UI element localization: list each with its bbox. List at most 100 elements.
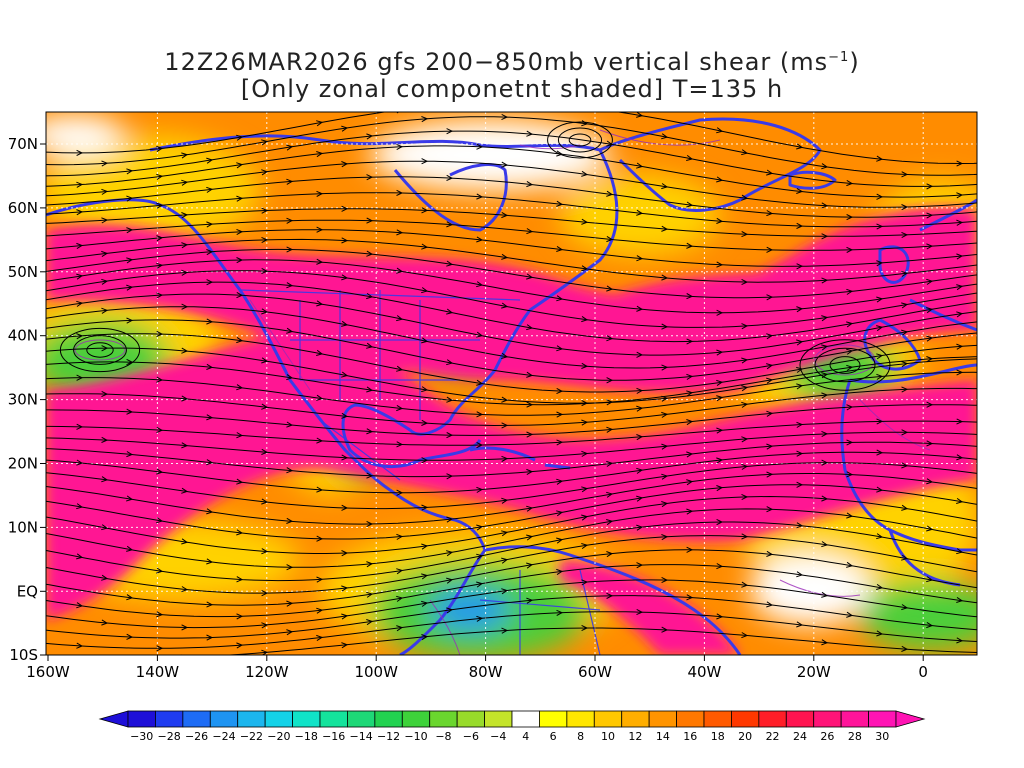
streamline: [46, 229, 977, 267]
streamline-arrow: [286, 246, 294, 253]
streamline-arrow: [126, 195, 134, 202]
streamline-arrow: [796, 450, 804, 457]
streamline-arrow: [366, 342, 374, 349]
streamline-arrow: [741, 278, 749, 286]
streamline-arrow: [501, 530, 509, 537]
streamline-arrow: [476, 236, 484, 243]
streamline-arrow: [686, 451, 694, 458]
streamline-arrow: [926, 307, 934, 314]
streamline-arrow: [741, 581, 749, 588]
streamline-arrow: [366, 133, 374, 140]
streamline-arrow: [901, 302, 909, 309]
streamline-arrow: [126, 633, 134, 640]
colorbar-swatch: [374, 710, 403, 728]
streamline-arrow: [821, 315, 829, 322]
streamline-arrow: [876, 630, 884, 637]
colorbar-swatch: [319, 710, 348, 728]
streamline-arrow: [741, 533, 749, 540]
streamline-arrow: [766, 333, 774, 340]
streamline-arrow: [181, 654, 184, 655]
streamline-arrow: [926, 335, 934, 342]
streamline-arrow: [341, 504, 349, 511]
lon-label: 140W: [136, 663, 180, 681]
streamline-arrow: [421, 158, 429, 165]
streamline-arrow: [716, 217, 724, 224]
colorbar-swatch: [676, 710, 705, 728]
streamline-arrow: [716, 518, 724, 526]
streamline-arrow: [846, 611, 854, 618]
streamline-arrow: [366, 619, 374, 626]
colorbar-swatch: [758, 710, 787, 728]
circulation-contour: [547, 121, 613, 159]
colorbar-swatch: [785, 710, 815, 728]
lon-label: 80W: [469, 663, 503, 681]
lon-label: 20W: [797, 663, 831, 681]
streamline-arrow: [341, 125, 349, 132]
streamline-arrow: [766, 443, 774, 450]
streamline-arrow: [716, 349, 724, 356]
streamline-arrow: [661, 411, 669, 418]
streamline-arrow: [686, 293, 694, 300]
streamline-arrow: [901, 386, 909, 393]
streamline-arrow: [316, 486, 324, 493]
streamline-arrow: [901, 554, 909, 561]
streamline-arrow: [901, 204, 909, 211]
streamline-arrow: [366, 428, 374, 435]
streamline-arrow: [846, 561, 854, 568]
circulation-contour: [73, 335, 127, 365]
streamline-arrow: [846, 288, 854, 295]
streamline-arrow: [316, 120, 324, 127]
streamline: [46, 112, 977, 165]
colorbar-swatch: [840, 710, 869, 728]
streamline-arrow: [76, 553, 84, 560]
streamline-arrow: [821, 541, 829, 548]
streamline-arrow: [956, 311, 964, 318]
title-superscript: −1: [828, 50, 850, 65]
streamline-arrow: [926, 478, 934, 485]
streamline-arrow: [526, 597, 534, 604]
lat-label: 10N: [8, 518, 38, 536]
colorbar-swatch: [703, 710, 732, 728]
streamline-arrow: [526, 562, 534, 569]
streamline-arrow: [181, 347, 189, 354]
streamline-arrow: [901, 645, 909, 652]
streamline-arrow: [476, 442, 484, 449]
streamline-arrow: [396, 595, 404, 602]
streamline-arrow: [476, 553, 484, 560]
streamline-arrow: [261, 139, 269, 146]
streamline-arrow: [716, 457, 724, 464]
colorbar-label: 20: [738, 730, 752, 743]
streamline-arrow: [286, 467, 294, 474]
colorbar-swatch: [155, 710, 184, 728]
streamline-arrow: [156, 330, 164, 337]
streamline-arrow: [956, 160, 964, 167]
streamline-arrow: [181, 487, 189, 494]
streamline-arrow: [236, 642, 244, 649]
streamline-arrow: [606, 551, 614, 558]
plot-frame: [45, 111, 978, 656]
streamline-arrow: [261, 590, 269, 597]
streamline-arrow: [341, 613, 349, 620]
lon-label: 100W: [354, 663, 398, 681]
latitude-axis: 70N 60N 50N 40N 30N 20N 10N EQ 10S: [8, 135, 46, 664]
colorbar-label: −28: [158, 730, 181, 743]
streamline: [46, 441, 977, 478]
lat-label: 40N: [8, 327, 38, 345]
streamline-arrow: [956, 548, 964, 555]
streamline-arrow: [181, 586, 189, 593]
streamline-arrow: [636, 387, 644, 394]
streamline-arrow: [956, 454, 964, 461]
streamline-arrow: [476, 193, 484, 200]
streamline-arrow: [206, 363, 214, 370]
colorbar-swatch: [731, 710, 760, 728]
lon-label: 0: [918, 663, 928, 681]
streamline-arrow: [796, 366, 804, 373]
streamline-arrow: [476, 615, 484, 622]
colorbar-swatch: [401, 710, 431, 728]
circulation-contour: [86, 342, 114, 358]
streamline-arrow: [956, 637, 964, 644]
streamline-arrow: [396, 229, 404, 236]
streamline-arrow: [526, 431, 534, 438]
colorbar-swatch: [593, 710, 623, 728]
streamline-arrow: [741, 357, 749, 364]
